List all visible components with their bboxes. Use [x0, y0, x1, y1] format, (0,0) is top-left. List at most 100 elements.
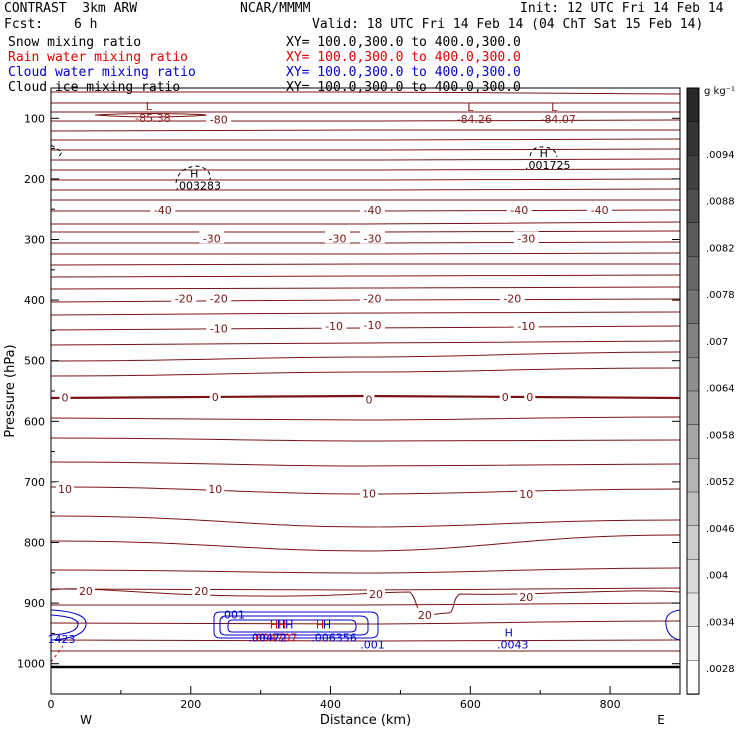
cloud-water-contour: [227, 619, 357, 633]
label-mask: [499, 390, 511, 403]
temperature-contour-label: -40: [154, 204, 172, 217]
temperature-contour-label: 0: [212, 391, 219, 404]
temperature-contour-label: -10: [517, 320, 535, 333]
colorbar-swatch: [686, 458, 700, 493]
temperature-contour-label: -20: [364, 292, 382, 305]
isotherm-line: [50, 416, 681, 421]
init-time: Init: 12 UTC Fri 14 Feb 14: [520, 1, 724, 16]
field-xy-rain: XY= 100.0,300.0 to 400.0,300.0: [286, 50, 521, 65]
isotherm-line: [51, 252, 681, 255]
isotherm-line: [50, 461, 681, 467]
temperature-contour-label: -20: [503, 292, 521, 305]
y-tick-label: 200: [24, 173, 45, 186]
field-name-snow: Snow mixing ratio: [8, 35, 142, 50]
valid-time: Valid: 18 UTC Fri 14 Feb 14 (04 ChT Sat …: [312, 17, 704, 32]
cloud-water-contour: [50, 609, 87, 641]
mixing-ratio-label: HH: [270, 619, 287, 632]
extremum-marker: H: [190, 168, 198, 181]
label-mask: [321, 319, 347, 332]
colorbar-label: .0078: [706, 290, 735, 301]
extremum-value: .001725: [525, 159, 571, 172]
label-mask: [209, 390, 221, 403]
colorbar-swatch: [686, 222, 700, 258]
colorbar-swatch: [686, 323, 700, 359]
colorbar-label: .0028: [706, 664, 735, 675]
forecast-hours: 6 h: [74, 17, 98, 32]
label-mask: [359, 317, 385, 330]
colorbar-swatch: [686, 424, 700, 460]
label-mask: [192, 583, 211, 596]
colorbar: .0094 .0088 .0082 .0078 .007 .0064 .0058 .0052.…: [686, 87, 735, 695]
temperature-contour-label: 20: [79, 585, 93, 598]
x-tick-label: 400: [320, 698, 341, 711]
temperature-contour-label: -80: [210, 114, 228, 127]
mixing-ratio-label: .001: [360, 639, 385, 652]
mixing-ratio-label: .00472: [248, 631, 287, 644]
label-mask: [359, 291, 385, 304]
temperature-contour-label: -30: [517, 232, 535, 245]
colorbar-label: .0094: [706, 150, 735, 161]
label-mask: [363, 392, 375, 405]
mixing-ratio-label: .004707: [252, 631, 298, 644]
isotherm-line: [50, 588, 681, 616]
temperature-contour-label: 20: [519, 591, 533, 604]
temperature-contour-label: -30: [329, 232, 347, 245]
isotherm-line: [50, 188, 681, 191]
mixing-ratio-label: H: [316, 619, 324, 632]
y-axis-label: Pressure (hPa): [3, 344, 18, 437]
mixing-ratio-label: HH: [277, 619, 294, 632]
x-tick-label: 0: [48, 698, 55, 711]
colorbar-swatch: [686, 121, 700, 157]
isotherm-line: [50, 515, 681, 528]
x-tick-label: 600: [460, 698, 481, 711]
temperature-contour-label: 10: [208, 483, 222, 496]
extremum-value: -85.38: [135, 112, 170, 125]
extremum-value: .0043: [497, 638, 529, 651]
y-tick-label: 700: [24, 476, 45, 489]
label-mask: [199, 231, 225, 244]
mixing-ratio-label: H: [323, 619, 331, 632]
y-tick-label: 800: [24, 537, 45, 550]
temperature-contour-label: 10: [58, 483, 72, 496]
x-axis-west-label: W: [80, 713, 92, 727]
temperature-contour-label: -40: [591, 204, 609, 217]
mixing-ratio-label: 1423: [47, 633, 75, 646]
temperature-contour-label: -30: [364, 232, 382, 245]
colorbar-label: .0088: [706, 197, 735, 208]
temperature-contour-label: 10: [362, 487, 376, 500]
cloud-ice-contour: [175, 165, 211, 184]
isotherm-line: [50, 351, 681, 362]
label-mask: [206, 291, 232, 304]
isotherm-line: [51, 602, 681, 606]
temperature-contour-label: 0: [61, 392, 68, 405]
model-title: CONTRAST 3km ARW: [4, 1, 138, 16]
colorbar-units: g kg⁻¹: [704, 86, 735, 97]
colorbar-label: .0082: [706, 243, 735, 254]
colorbar-label: .0034: [706, 617, 735, 628]
label-mask: [415, 608, 434, 621]
y-tick-label: 100: [24, 112, 45, 125]
temperature-contour-label: -20: [175, 292, 193, 305]
extremum-marker: H: [505, 626, 513, 639]
field-name-cloud-water: Cloud water mixing ratio: [8, 65, 196, 80]
extremum-marker: L: [467, 101, 474, 114]
isotherm-line: [50, 587, 681, 591]
extremum-value: -84.07: [540, 113, 575, 126]
isotherm-line: [50, 286, 681, 290]
temperature-contour-label: -30: [203, 232, 221, 245]
y-tick-label: 900: [24, 597, 45, 610]
label-mask: [206, 482, 225, 495]
colorbar-swatch: [686, 87, 700, 123]
colorbar-swatch: [686, 559, 700, 594]
colorbar-label: .007: [706, 337, 728, 348]
cloud-water-contour: [665, 609, 681, 641]
field-name-rain: Rain water mixing ratio: [8, 50, 189, 65]
mixing-ratio-label: .006356: [311, 631, 357, 644]
colorbar-label: .0052: [706, 477, 735, 488]
label-mask: [359, 202, 385, 215]
temperature-contours: [50, 91, 681, 669]
label-mask: [150, 202, 176, 215]
isotherm-line: [50, 534, 681, 552]
label-mask: [325, 231, 351, 244]
colorbar-swatch: [686, 491, 700, 527]
